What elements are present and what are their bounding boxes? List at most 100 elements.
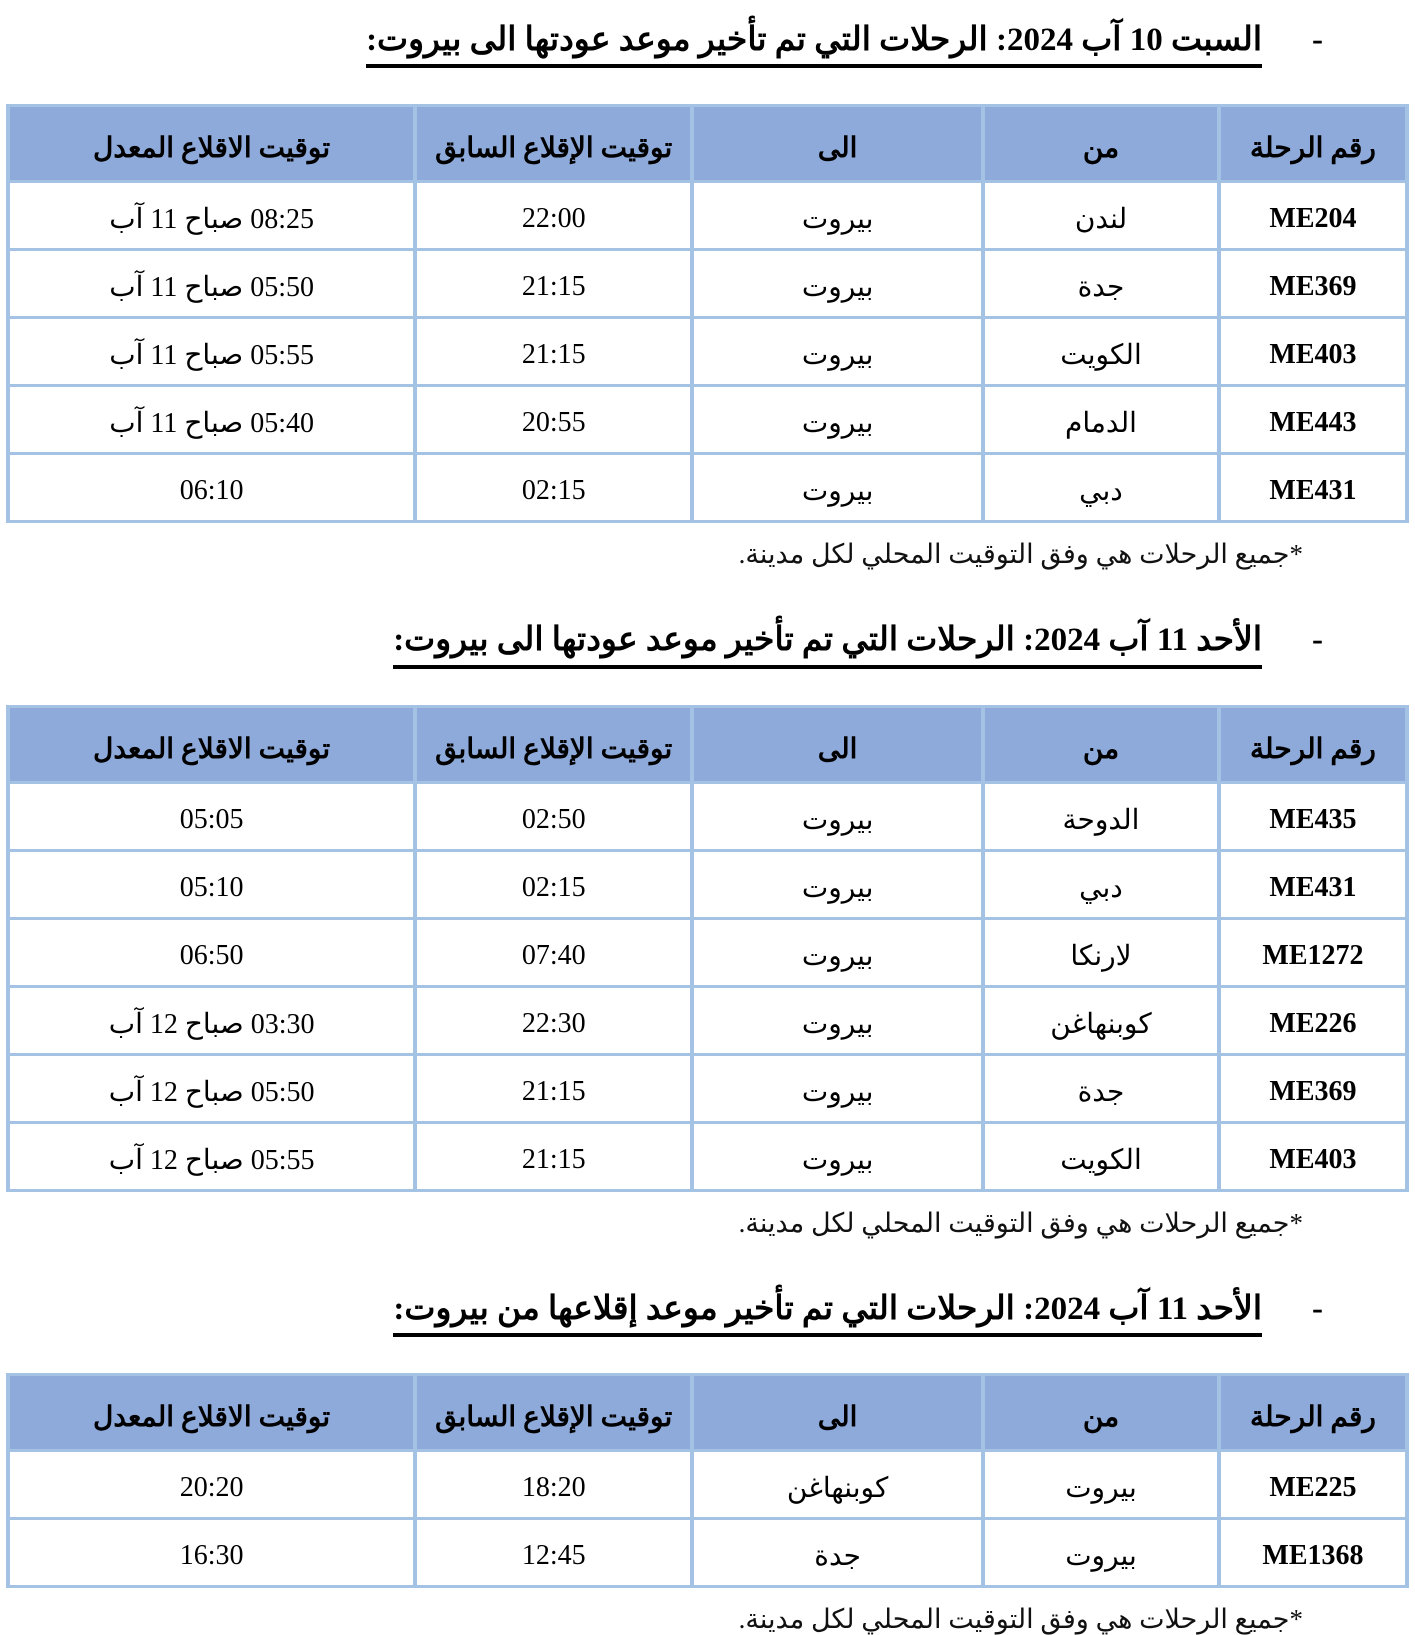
cell-revised-departure-time: 05:10 [5, 848, 418, 920]
table-row: ME369 جدة بيروت 21:15 05:50 صباح 12 آب [5, 1052, 1410, 1124]
section-heading-text: الأحد 11 آب 2024: الرحلات التي تم تأخير … [393, 620, 1262, 669]
table-row: ME431 دبي بيروت 02:15 06:10 [5, 452, 1410, 524]
cell-revised-departure-time: 20:20 [5, 1448, 418, 1520]
cell-to-city: بيروت [690, 384, 985, 456]
bullet-dash: - [1312, 622, 1323, 659]
column-header: من [981, 104, 1221, 184]
cell-to-city: كوبنهاغن [690, 1448, 985, 1520]
cell-revised-departure-time: 05:55 صباح 12 آب [5, 1120, 418, 1192]
cell-previous-departure-time: 07:40 [413, 916, 695, 988]
section-heading-text: السبت 10 آب 2024: الرحلات التي تم تأخير … [366, 20, 1262, 69]
column-header: توقيت الإقلاع السابق [413, 104, 695, 184]
flight-section: - الأحد 11 آب 2024: الرحلات التي تم تأخي… [0, 620, 1415, 1238]
cell-from-city: لارنكا [981, 916, 1221, 988]
column-header: الى [690, 704, 985, 784]
cell-from-city: الكويت [981, 316, 1221, 388]
cell-flight-number: ME204 [1216, 180, 1410, 252]
cell-revised-departure-time: 05:50 صباح 11 آب [5, 248, 418, 320]
table-row: ME431 دبي بيروت 02:15 05:10 [5, 848, 1410, 920]
cell-flight-number: ME431 [1216, 452, 1410, 524]
cell-previous-departure-time: 22:30 [413, 984, 695, 1056]
cell-previous-departure-time: 02:50 [413, 780, 695, 852]
cell-flight-number: ME435 [1216, 780, 1410, 852]
cell-from-city: بيروت [981, 1448, 1221, 1520]
cell-from-city: الكويت [981, 1120, 1221, 1192]
cell-to-city: بيروت [690, 1120, 985, 1192]
cell-from-city: جدة [981, 1052, 1221, 1124]
column-header: رقم الرحلة [1216, 104, 1410, 184]
column-header: من [981, 704, 1221, 784]
flight-section: - السبت 10 آب 2024: الرحلات التي تم تأخي… [0, 20, 1415, 570]
table-row: ME1368 بيروت جدة 12:45 16:30 [5, 1516, 1410, 1588]
bullet-dash: - [1312, 22, 1323, 58]
column-header: رقم الرحلة [1216, 1372, 1410, 1452]
column-header: رقم الرحلة [1216, 704, 1410, 784]
section-heading: - الأحد 11 آب 2024: الرحلات التي تم تأخي… [0, 1289, 1415, 1337]
cell-revised-departure-time: 05:40 صباح 11 آب [5, 384, 418, 456]
cell-to-city: بيروت [690, 780, 985, 852]
table-header-row: رقم الرحلة من الى توقيت الإقلاع السابق توقيت… [5, 704, 1410, 784]
footnote: *جميع الرحلات هي وفق التوقيت المحلي لكل … [738, 539, 1303, 570]
cell-to-city: بيروت [690, 452, 985, 524]
bullet-dash: - [1312, 1290, 1323, 1327]
column-header: توقيت الإقلاع السابق [413, 1372, 695, 1452]
cell-revised-departure-time: 03:30 صباح 12 آب [5, 984, 418, 1056]
flights-table: رقم الرحلة من الى توقيت الإقلاع السابق توقيت… [5, 704, 1410, 1192]
cell-to-city: بيروت [690, 316, 985, 388]
cell-revised-departure-time: 06:50 [5, 916, 418, 988]
table-row: ME435 الدوحة بيروت 02:50 05:05 [5, 780, 1410, 852]
footnote: *جميع الرحلات هي وفق التوقيت المحلي لكل … [738, 1207, 1303, 1238]
cell-to-city: جدة [690, 1516, 985, 1588]
cell-from-city: الدمام [981, 384, 1221, 456]
table-row: ME225 بيروت كوبنهاغن 18:20 20:20 [5, 1448, 1410, 1520]
column-header: توقيت الاقلاع المعدل [5, 704, 418, 784]
flights-table: رقم الرحلة من الى توقيت الإقلاع السابق توقيت… [5, 1372, 1410, 1588]
cell-previous-departure-time: 12:45 [413, 1516, 695, 1588]
cell-revised-departure-time: 05:55 صباح 11 آب [5, 316, 418, 388]
cell-previous-departure-time: 18:20 [413, 1448, 695, 1520]
table-row: ME226 كوبنهاغن بيروت 22:30 03:30 صباح 12 آب [5, 984, 1410, 1056]
cell-revised-departure-time: 08:25 صباح 11 آب [5, 180, 418, 252]
cell-from-city: جدة [981, 248, 1221, 320]
cell-revised-departure-time: 05:50 صباح 12 آب [5, 1052, 418, 1124]
footnote: *جميع الرحلات هي وفق التوقيت المحلي لكل … [738, 1603, 1303, 1634]
section-heading-text: الأحد 11 آب 2024: الرحلات التي تم تأخير … [393, 1289, 1262, 1337]
cell-from-city: دبي [981, 848, 1221, 920]
cell-revised-departure-time: 16:30 [5, 1516, 418, 1588]
cell-flight-number: ME225 [1216, 1448, 1410, 1520]
table-header-row: رقم الرحلة من الى توقيت الإقلاع السابق توقيت… [5, 104, 1410, 184]
cell-from-city: كوبنهاغن [981, 984, 1221, 1056]
cell-flight-number: ME403 [1216, 316, 1410, 388]
cell-previous-departure-time: 02:15 [413, 452, 695, 524]
cell-from-city: دبي [981, 452, 1221, 524]
table-row: ME369 جدة بيروت 21:15 05:50 صباح 11 آب [5, 248, 1410, 320]
cell-flight-number: ME1272 [1216, 916, 1410, 988]
cell-to-city: بيروت [690, 180, 985, 252]
cell-to-city: بيروت [690, 916, 985, 988]
table-row: ME403 الكويت بيروت 21:15 05:55 صباح 12 آب [5, 1120, 1410, 1192]
table-row: ME1272 لارنكا بيروت 07:40 06:50 [5, 916, 1410, 988]
cell-previous-departure-time: 21:15 [413, 1120, 695, 1192]
cell-from-city: بيروت [981, 1516, 1221, 1588]
table-row: ME443 الدمام بيروت 20:55 05:40 صباح 11 آب [5, 384, 1410, 456]
column-header: توقيت الاقلاع المعدل [5, 1372, 418, 1452]
column-header: الى [690, 104, 985, 184]
column-header: من [981, 1372, 1221, 1452]
cell-to-city: بيروت [690, 984, 985, 1056]
cell-to-city: بيروت [690, 1052, 985, 1124]
cell-previous-departure-time: 21:15 [413, 316, 695, 388]
cell-to-city: بيروت [690, 248, 985, 320]
section-heading: - الأحد 11 آب 2024: الرحلات التي تم تأخي… [0, 620, 1415, 669]
column-header: توقيت الإقلاع السابق [413, 704, 695, 784]
cell-flight-number: ME369 [1216, 248, 1410, 320]
cell-flight-number: ME431 [1216, 848, 1410, 920]
cell-to-city: بيروت [690, 848, 985, 920]
cell-flight-number: ME1368 [1216, 1516, 1410, 1588]
flights-table: رقم الرحلة من الى توقيت الإقلاع السابق توقيت… [5, 104, 1410, 524]
cell-from-city: لندن [981, 180, 1221, 252]
section-heading: - السبت 10 آب 2024: الرحلات التي تم تأخي… [0, 20, 1415, 69]
cell-previous-departure-time: 02:15 [413, 848, 695, 920]
cell-previous-departure-time: 22:00 [413, 180, 695, 252]
